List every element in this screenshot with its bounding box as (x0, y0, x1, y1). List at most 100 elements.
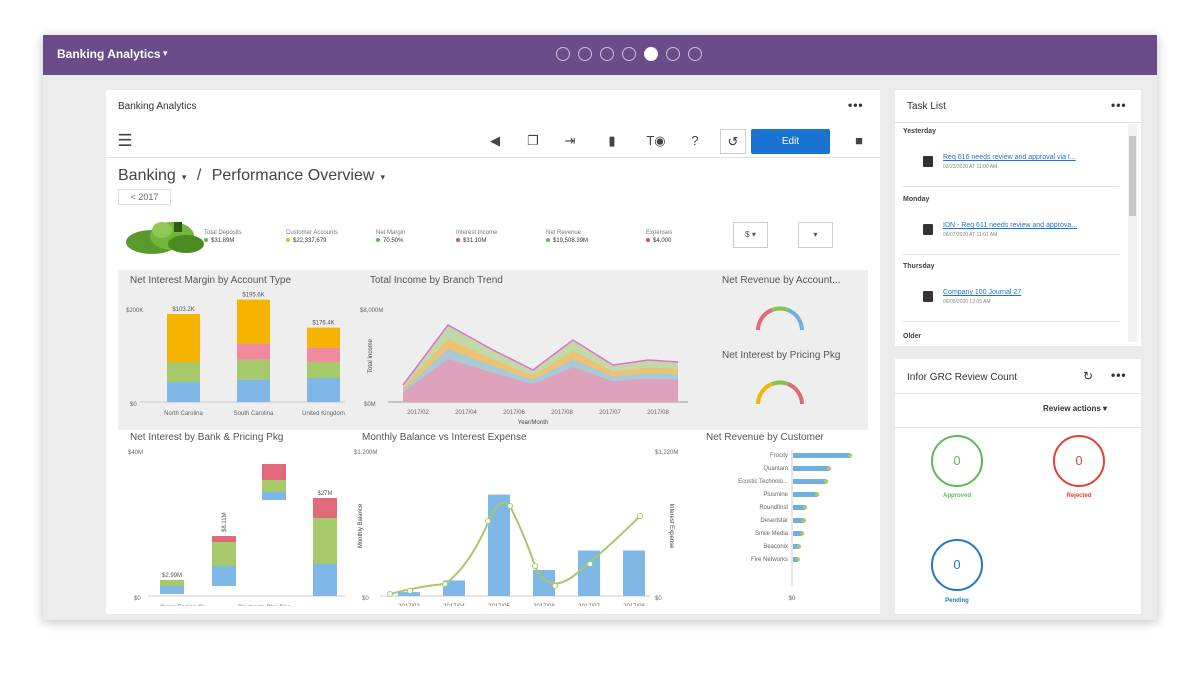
task-item[interactable]: Req 616 needs review and approval via I.… (943, 154, 1143, 170)
export-icon[interactable]: ⇥ (564, 133, 576, 148)
more-options-icon[interactable]: ••• (1111, 98, 1127, 112)
chart-title-balance: Monthly Balance vs Interest Expense (362, 432, 527, 443)
bar-segment (237, 299, 270, 344)
scrollbar-thumb[interactable] (1129, 136, 1136, 216)
x-tick-label: 2017/08 (623, 604, 645, 606)
more-options-icon[interactable]: ••• (1111, 368, 1127, 382)
page-dot[interactable] (600, 47, 614, 61)
y-tick-label: Desertstar (760, 518, 788, 524)
area-series (403, 358, 678, 402)
page-dot[interactable] (556, 47, 570, 61)
line-point (407, 588, 413, 594)
chevron-down-icon[interactable]: ▾ (181, 172, 187, 182)
bar-segment (313, 518, 337, 564)
year-filter[interactable]: < 2017 (118, 189, 171, 205)
y-tick-label: Quantam (763, 466, 788, 472)
kpi-label: Customer Accounts (286, 230, 339, 236)
task-group-older: Older (903, 333, 922, 340)
task-divider (903, 321, 1119, 322)
bar-segment (237, 359, 270, 380)
clipboard-icon (923, 156, 933, 167)
task-item[interactable]: Company 100 Journal 27 06/05/2020 12:05 A… (943, 289, 1143, 305)
dashboard-panel: Banking Analytics ••• ☰ ◀ ❐ ⇥ ▮ T◉ ? ↺ E… (106, 90, 880, 614)
refresh-icon[interactable]: ↻ (1083, 369, 1094, 383)
task-meta: 06/07/2020 AT 11:01 AM (943, 232, 998, 238)
page-dot[interactable] (666, 47, 680, 61)
kpi-label: Interest Income (456, 230, 498, 236)
pending-count[interactable]: 0 (931, 539, 983, 591)
bar-segment (212, 542, 236, 566)
x-axis-label: Year/Month (518, 420, 548, 425)
kpi-value: $4,000 (646, 238, 672, 244)
x-tick-label: $0 (789, 596, 796, 602)
app-title[interactable]: Banking Analytics (57, 47, 161, 61)
hamburger-menu-icon[interactable]: ☰ (117, 131, 133, 150)
x-tick-label: 2017/07 (599, 410, 621, 416)
bar-total-label: $195.6K (242, 293, 264, 299)
y-tick-label: Smile Media (755, 531, 789, 537)
filter-icon[interactable]: T◉ (646, 133, 666, 148)
bar (793, 479, 826, 484)
bar-value-label: $2.99M (162, 573, 182, 579)
megaphone-icon[interactable]: ◀ (490, 133, 500, 148)
page-dot[interactable] (688, 47, 702, 61)
bar-segment (307, 362, 340, 378)
task-divider (903, 186, 1119, 187)
review-actions-dropdown[interactable]: Review actions ▾ (1043, 404, 1108, 413)
x-tick-label: United Kingdom (302, 411, 345, 417)
task-link[interactable]: Company 100 Journal 27 (943, 289, 1022, 296)
task-item[interactable]: IDN - Req 611 needs review and approva..… (943, 222, 1143, 238)
kpi-label: Total Deposits (204, 230, 242, 236)
bar-segment (167, 314, 200, 362)
page-dot[interactable] (578, 47, 592, 61)
chart-title-customer: Net Revenue by Customer (706, 432, 824, 443)
bookmark-icon[interactable]: ▮ (608, 133, 616, 148)
kpi-item: Net Revenue $19,508.39M (546, 230, 588, 244)
bar (793, 492, 817, 497)
currency-select[interactable]: $ ▾ (733, 222, 768, 248)
help-icon[interactable]: ? (691, 133, 699, 148)
bar-marker (802, 505, 808, 510)
y-tick-label: $1,200M (354, 450, 377, 456)
camera-icon[interactable]: ■ (855, 133, 863, 148)
more-options-icon[interactable]: ••• (848, 98, 864, 112)
kpi-value: $31.10M (456, 238, 497, 244)
bar (533, 570, 555, 596)
gauge-net-revenue (756, 306, 804, 331)
chevron-down-icon[interactable]: ▾ (163, 48, 168, 58)
rejected-label: Rejected (1066, 493, 1092, 499)
title-bar: Banking Analytics ▾ (43, 35, 1157, 75)
scrollbar[interactable] (1128, 124, 1137, 342)
customer-chart: Frocity Quantam Ecostic Technolo... Plusmin… (738, 450, 853, 602)
bar-marker (814, 492, 820, 497)
copy-icon[interactable]: ❐ (527, 133, 539, 148)
kpi-item: Expenses $4,000 (646, 230, 672, 244)
breadcrumb-banking[interactable]: Banking (118, 167, 176, 184)
option-select[interactable]: ▾ (798, 222, 833, 248)
edit-button[interactable]: Edit (751, 129, 830, 154)
kpi-bullet (646, 238, 650, 242)
breadcrumb-performance[interactable]: Performance Overview (211, 167, 375, 184)
undo-icon[interactable]: ↺ (720, 129, 746, 154)
bar-segment (262, 492, 286, 500)
y-tick-label: $0M (364, 402, 376, 408)
bar-segment (262, 480, 286, 492)
bar-marker (826, 466, 832, 471)
page-dot[interactable] (622, 47, 636, 61)
task-group-date: Monday (903, 196, 930, 203)
bar (793, 518, 804, 523)
task-link[interactable]: IDN - Req 611 needs review and approva..… (943, 222, 1078, 229)
rejected-count[interactable]: 0 (1053, 435, 1105, 487)
pending-label: Pending (945, 598, 969, 604)
task-link[interactable]: Req 616 needs review and approval via I.… (943, 154, 1076, 161)
page-dot[interactable] (644, 47, 658, 61)
chevron-down-icon[interactable]: ▾ (380, 172, 385, 182)
bar-segment (307, 327, 340, 348)
approved-count[interactable]: 0 (931, 435, 983, 487)
bar-total-label: $103.2K (172, 307, 194, 313)
kpi-value: $31.89M (204, 238, 242, 244)
y2-tick-label: $1,220M (655, 450, 678, 456)
chart-title-netrev-account: Net Revenue by Account... (722, 275, 841, 286)
bar (578, 550, 600, 596)
bar-segment (167, 362, 200, 382)
